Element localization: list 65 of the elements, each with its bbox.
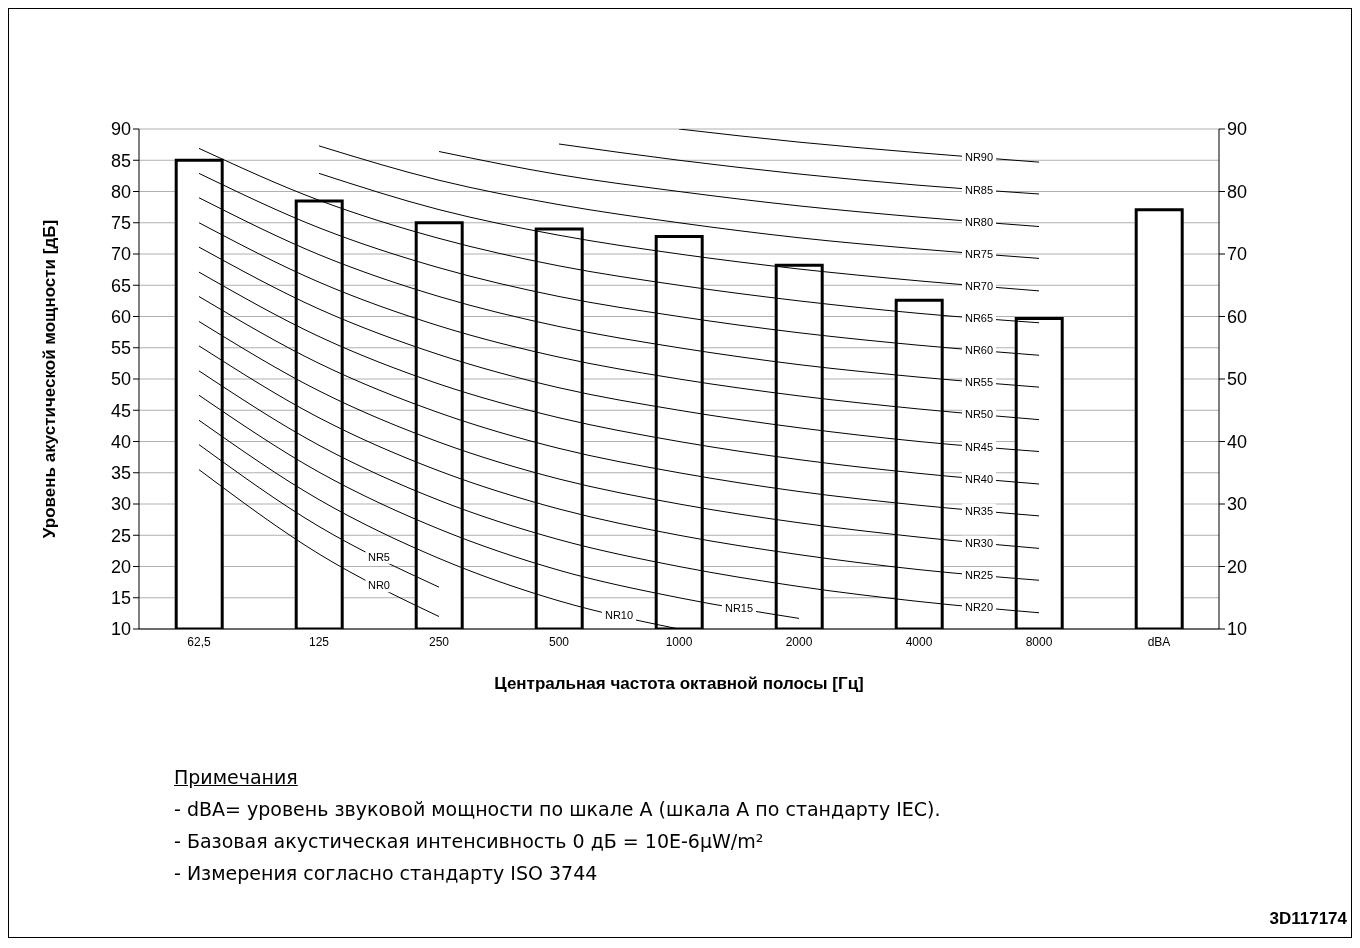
series-label: NR0 [367,579,391,592]
y-tick-label: 35 [110,463,131,484]
x-axis-title: Центральная частота октавной полосы [Гц] [494,674,864,693]
x-tick-label: 125 [308,634,330,649]
line-series [318,145,1040,259]
y-tick-label: 50 [110,369,131,390]
x-tick-label: 2000 [785,634,813,649]
y-tick-label: 30 [110,494,131,515]
x-tick-label: 62,5 [187,634,211,649]
y-tick-label: 15 [110,588,131,609]
x-tick-label: 4000 [905,634,933,649]
text: - dBA= уровень звуковой мощности по шкале А (шкала А по стандарту IEC). [174,797,941,822]
line-series [438,151,1040,227]
x-tick-label: 8000 [1025,634,1053,649]
y-tick-label: 55 [110,338,131,359]
y2-tick-label: 10 [1227,619,1248,640]
line-series [558,143,1040,195]
y-tick-label: 75 [110,213,131,234]
y-tick-label: 85 [110,150,131,171]
x-tick-label: dBA [1147,634,1171,649]
series-label: NR65 [964,312,994,325]
y2-tick-label: 80 [1227,181,1248,202]
series-label: NR20 [964,601,994,614]
series-label: NR45 [964,440,994,453]
series-label: NR30 [964,536,994,549]
y-tick-label: 90 [110,119,131,140]
series-label: NR60 [964,344,994,357]
y-tick-label: 45 [110,400,131,421]
y-tick-label: 80 [110,181,131,202]
x-tick-label: 1000 [665,634,693,649]
y-tick-label: 25 [110,525,131,546]
y-tick-label: 65 [110,275,131,296]
y2-tick-label: 30 [1227,494,1248,515]
series-label: NR70 [964,279,994,292]
series-label: NR15 [724,602,754,615]
text: Примечания [174,765,299,790]
y-tick-label: 10 [110,619,131,640]
text: - Измерения согласно стандарту ISO 3744 [174,861,599,886]
series-label: NR75 [964,247,994,260]
series-label: NR80 [964,215,994,228]
series-label: NR35 [964,504,994,517]
y-tick-label: 70 [110,244,131,265]
series-label: NR40 [964,472,994,485]
y-axis-title: Уровень акустической мощности [дБ] [40,219,60,539]
y-tick-label: 60 [110,306,131,327]
y-tick-label: 40 [110,431,131,452]
y2-tick-label: 70 [1227,244,1248,265]
y2-tick-label: 60 [1227,306,1248,327]
line-series [678,129,1040,163]
y2-tick-label: 40 [1227,431,1248,452]
text: - Базовая акустическая интенсивность 0 дБ = 10E-6µW/m² [174,829,765,854]
series-label: NR55 [964,376,994,389]
series-label: NR5 [367,550,391,563]
series-label: NR90 [964,151,994,164]
series-label: NR25 [964,568,994,581]
series-label: NR50 [964,408,994,421]
text: 3D117174 [1269,909,1347,929]
series-label: NR85 [964,183,994,196]
y2-tick-label: 50 [1227,369,1248,390]
y2-tick-label: 90 [1227,119,1248,140]
x-tick-label: 500 [548,634,570,649]
y-tick-label: 20 [110,556,131,577]
x-tick-label: 250 [428,634,450,649]
series-label: NR10 [604,608,634,621]
y2-tick-label: 20 [1227,556,1248,577]
